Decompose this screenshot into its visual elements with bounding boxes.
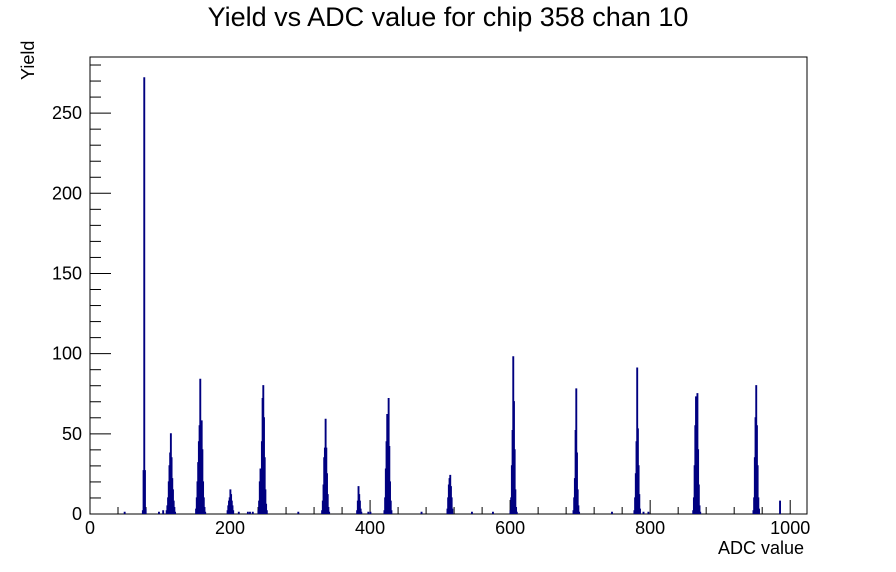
histogram-bins (123, 77, 781, 514)
x-tick-label: 0 (85, 518, 95, 538)
x-tick-label: 400 (355, 518, 385, 538)
histogram-bin (199, 378, 202, 514)
histogram-bin (265, 510, 268, 514)
histogram-bin (756, 465, 759, 514)
histogram-bin (451, 508, 454, 514)
histogram-bin (202, 497, 205, 514)
histogram-bin (265, 503, 268, 514)
histogram-bin (162, 510, 165, 514)
x-tick-label: 200 (215, 518, 245, 538)
histogram-bin (697, 449, 700, 514)
histogram-bin (360, 511, 363, 514)
histogram-bin (246, 511, 249, 514)
histogram-bin (577, 505, 580, 514)
histogram-bin (144, 470, 146, 514)
histogram-bin (450, 497, 453, 514)
histogram-bin (515, 506, 518, 514)
histogram-bin (173, 506, 176, 514)
histogram-bin (369, 511, 372, 514)
histogram-bin (297, 511, 300, 514)
histogram-bin (237, 511, 240, 514)
histogram-bin (575, 388, 578, 514)
tick-labels: 0 200 400 600 800 1000 0 50 100 150 200 250 (52, 103, 810, 538)
histogram-bin (699, 511, 702, 514)
y-tick-label: 50 (62, 424, 82, 444)
x-tick-label: 800 (635, 518, 665, 538)
histogram-bin (611, 511, 613, 514)
histogram-bin (251, 511, 254, 514)
histogram-bin (388, 446, 391, 514)
histogram-bin (390, 510, 393, 514)
histogram-bin (639, 508, 641, 514)
x-tick-label: 1000 (770, 518, 810, 538)
y-tick-label: 250 (52, 103, 82, 123)
histogram-bin (420, 511, 423, 514)
histogram-bin (326, 494, 329, 514)
histogram-bin (174, 511, 177, 514)
histogram-bin (359, 508, 362, 514)
histogram-bin (203, 506, 206, 514)
plot-frame (89, 56, 808, 515)
y-tick-label: 0 (72, 504, 82, 524)
histogram-bin (638, 494, 641, 514)
histogram-bin (232, 510, 235, 514)
chart-title: Yield vs ADC value for chip 358 chan 10 (207, 2, 689, 32)
histogram-bin (779, 500, 781, 514)
histogram-bin (328, 511, 331, 514)
histogram-bin (642, 511, 645, 514)
histogram-bin (757, 497, 760, 514)
histogram-bin (492, 511, 494, 514)
histogram-bin (327, 506, 330, 514)
axis-ticks (89, 64, 791, 515)
histogram-bin (144, 508, 147, 514)
histogram-bin (578, 511, 581, 514)
histogram-bin (263, 457, 266, 514)
histogram-bin (698, 505, 701, 514)
y-tick-label: 150 (52, 263, 82, 283)
histogram-bin (389, 500, 392, 514)
histogram-bin (758, 508, 760, 514)
histogram-bin (576, 452, 578, 514)
histogram-bin (647, 511, 650, 514)
histogram-bin (143, 77, 146, 514)
y-tick-label: 100 (52, 344, 82, 364)
histogram-bin (326, 473, 328, 514)
histogram-bin (158, 511, 160, 514)
histogram-bin (123, 511, 126, 514)
histogram-bin (389, 481, 391, 514)
y-tick-label: 200 (52, 183, 82, 203)
histogram-bin (231, 505, 234, 514)
histogram-bin (471, 511, 473, 514)
histogram-bin (514, 489, 517, 514)
histogram-bin (249, 511, 251, 514)
histogram-bin (513, 449, 516, 514)
histogram-bin (637, 465, 640, 514)
x-tick-label: 600 (495, 518, 525, 538)
histogram-bin (576, 489, 579, 514)
histogram-bin (358, 500, 361, 514)
histogram-bin (264, 489, 267, 514)
histogram-bin (697, 484, 700, 514)
x-axis-label: ADC value (717, 538, 804, 558)
histogram-bin (515, 511, 518, 514)
histogram-bin (367, 511, 370, 514)
histogram-bin (204, 511, 207, 514)
